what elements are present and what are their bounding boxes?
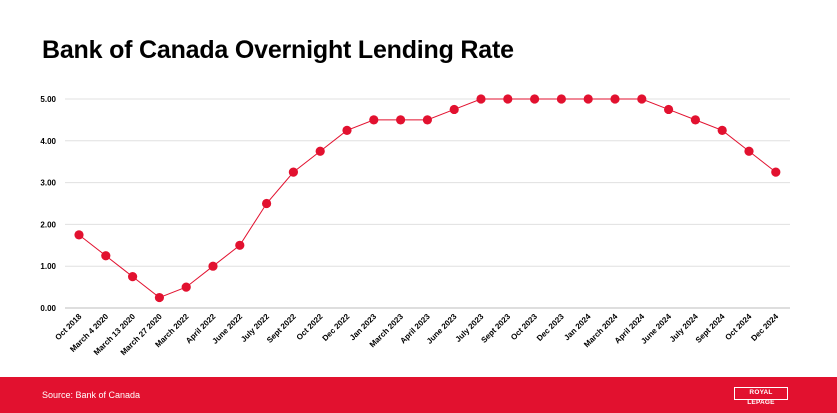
data-point — [476, 94, 486, 104]
x-tick-label: Sept 2023 — [479, 312, 512, 345]
data-point — [154, 292, 164, 303]
data-point — [288, 167, 298, 177]
footer-bar: Source: Bank of Canada ROYAL LEPAGE — [0, 377, 837, 413]
data-point — [422, 115, 432, 125]
x-tick-label: Dec 2024 — [749, 312, 780, 343]
data-point — [342, 125, 352, 135]
data-point — [396, 115, 406, 125]
data-point — [369, 115, 379, 125]
data-point — [690, 115, 701, 125]
data-point — [556, 94, 567, 104]
series-line — [78, 98, 777, 299]
data-point — [637, 94, 647, 104]
x-tick-label: Sept 2024 — [694, 312, 727, 345]
data-point — [74, 230, 84, 240]
x-tick-label: Sept 2022 — [265, 312, 298, 345]
y-tick-label: 5.00 — [40, 95, 56, 104]
data-point — [262, 198, 272, 209]
brand-logo: ROYAL LEPAGE — [734, 387, 788, 406]
data-point — [128, 272, 138, 282]
source-note: Source: Bank of Canada — [42, 390, 141, 400]
data-point — [449, 104, 459, 115]
y-tick-label: 0.00 — [40, 304, 56, 313]
chart-title: Bank of Canada Overnight Lending Rate — [42, 36, 514, 64]
data-point — [530, 94, 540, 104]
y-tick-label: 2.00 — [40, 220, 56, 229]
data-point — [771, 167, 781, 177]
data-point — [235, 240, 245, 250]
data-point — [503, 94, 513, 104]
y-tick-label: 4.00 — [40, 137, 56, 146]
data-point — [610, 94, 620, 104]
data-point — [181, 282, 191, 292]
data-point — [583, 94, 593, 104]
data-point — [315, 146, 325, 156]
data-point — [717, 125, 727, 135]
data-point — [101, 251, 111, 261]
data-point — [744, 146, 754, 156]
data-point — [208, 261, 218, 271]
y-tick-label: 1.00 — [40, 262, 56, 271]
x-tick-label: Dec 2022 — [321, 312, 352, 343]
data-point — [664, 104, 674, 115]
y-tick-label: 3.00 — [40, 179, 56, 188]
x-tick-label: Dec 2023 — [535, 312, 566, 343]
